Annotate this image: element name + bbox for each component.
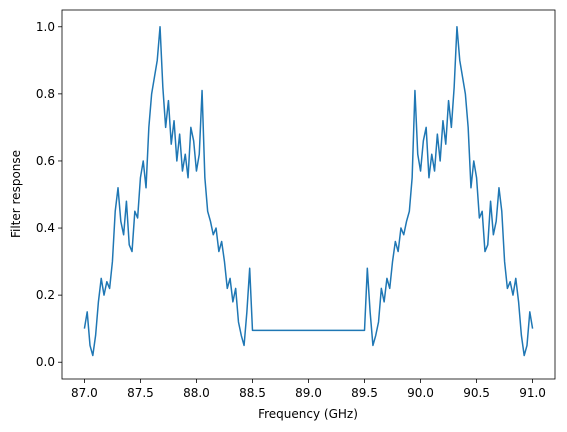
y-tick-label: 0.6 xyxy=(36,154,55,168)
x-tick-label: 90.5 xyxy=(463,386,490,400)
x-tick-label: 87.5 xyxy=(127,386,154,400)
y-tick-label: 0.8 xyxy=(36,87,55,101)
x-tick-label: 89.5 xyxy=(351,386,378,400)
plot-frame xyxy=(61,9,556,380)
x-tick-label: 90.0 xyxy=(407,386,434,400)
y-axis-label: Filter response xyxy=(9,150,23,238)
x-tick-label: 89.0 xyxy=(295,386,322,400)
x-tick-label: 88.5 xyxy=(239,386,266,400)
y-tick-label: 0.2 xyxy=(36,288,55,302)
x-tick-label: 87.0 xyxy=(71,386,98,400)
x-axis-label: Frequency (GHz) xyxy=(258,407,358,421)
y-tick-label: 0.4 xyxy=(36,221,55,235)
x-tick-label: 91.0 xyxy=(519,386,546,400)
y-tick-label: 1.0 xyxy=(36,20,55,34)
y-tick-label: 0.0 xyxy=(36,355,55,369)
data-line xyxy=(83,26,534,357)
x-tick-label: 88.0 xyxy=(183,386,210,400)
